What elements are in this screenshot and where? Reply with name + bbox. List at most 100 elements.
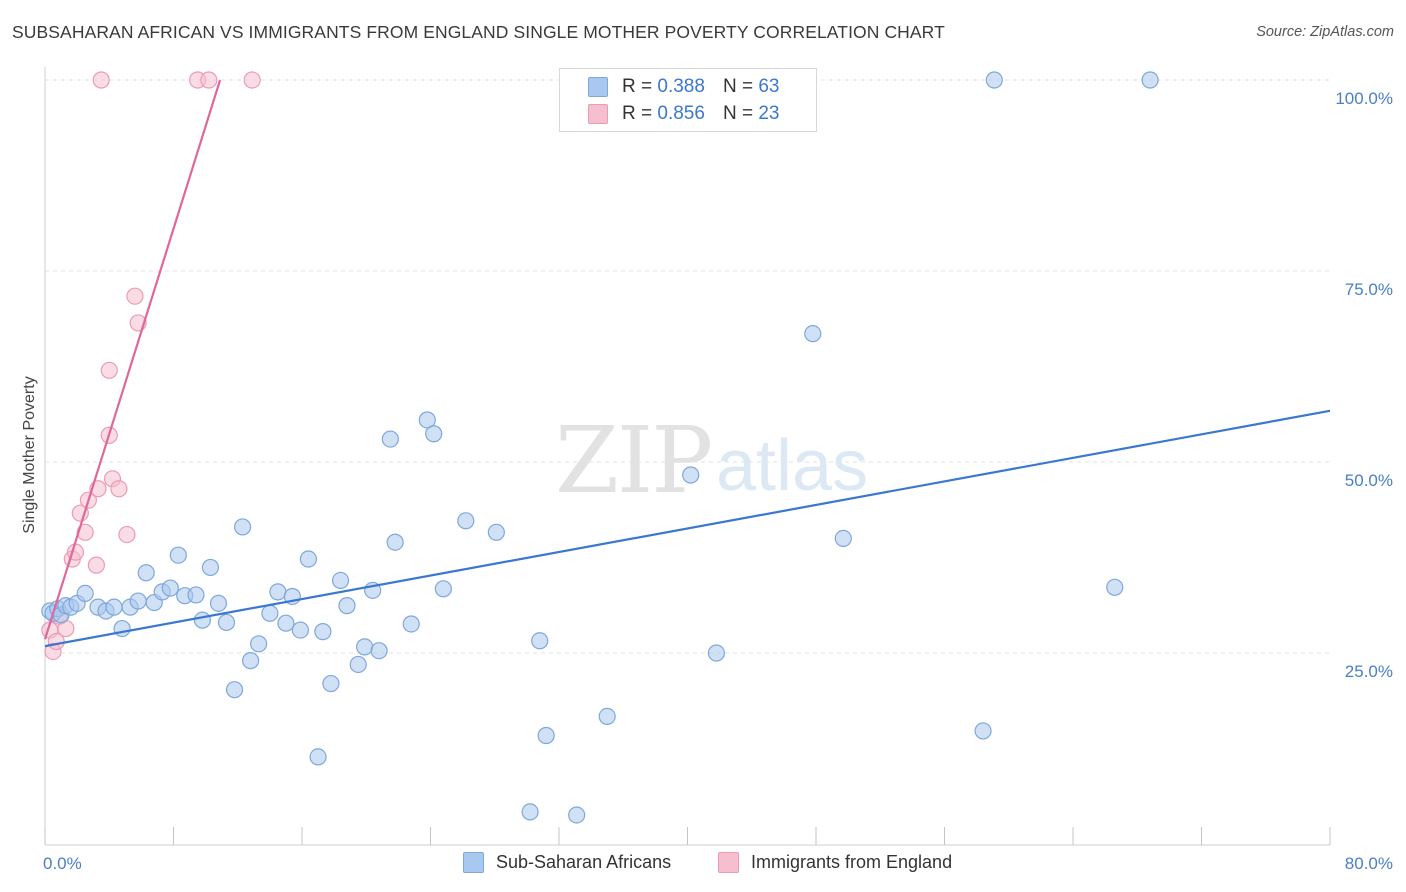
series-sub-saharan-africans (41, 71, 1159, 824)
data-point (201, 558, 220, 577)
data-point (225, 681, 244, 699)
data-point (137, 564, 155, 582)
y-axis-label: Single Mother Poverty (21, 376, 38, 533)
data-point (291, 621, 309, 639)
legend-r-label: R = (622, 76, 653, 97)
data-point (1141, 71, 1159, 89)
legend-n-value: 63 (758, 76, 780, 97)
data-point (129, 592, 147, 610)
data-point (277, 614, 295, 632)
data-point (402, 615, 420, 633)
data-point (250, 635, 268, 653)
data-point (269, 583, 287, 601)
data-point (187, 586, 205, 604)
watermark: ZIP atlas (555, 407, 868, 514)
legend-r-label: R = (622, 103, 653, 124)
data-point (457, 512, 475, 530)
data-point (118, 525, 136, 544)
series-legend-blue[interactable]: Sub-Saharan Africans (463, 852, 671, 873)
data-point (804, 325, 822, 343)
data-point (314, 623, 332, 641)
data-point (381, 430, 399, 448)
data-point (217, 613, 236, 632)
data-point (531, 632, 549, 650)
data-point (113, 619, 131, 638)
data-point (598, 707, 616, 726)
y-tick-labels: 25.0% 50.0% 75.0% 100.0% (1335, 89, 1393, 681)
data-point (338, 597, 356, 615)
data-point (87, 556, 106, 574)
legend-r-value: 0.388 (657, 76, 705, 97)
y-tick-label: 50.0% (1345, 471, 1393, 490)
legend-row-blue: R = 0.388 N = 63 (588, 74, 779, 100)
legend-r-value: 0.856 (657, 103, 705, 124)
series-legend-swatch-pink (718, 852, 739, 873)
watermark-zip: ZIP (555, 407, 711, 514)
data-point (209, 594, 228, 612)
chart-title: SUBSAHARAN AFRICAN VS IMMIGRANTS FROM EN… (12, 22, 945, 42)
data-point (349, 655, 367, 674)
y-tick-label: 25.0% (1345, 662, 1393, 681)
data-point (76, 523, 94, 541)
data-point (126, 287, 144, 305)
gridlines (45, 79, 1330, 654)
legend-swatch-blue (588, 77, 608, 97)
data-point (537, 726, 555, 745)
data-point (322, 674, 340, 693)
x-tick-labels: 0.0% 80.0% (43, 854, 1393, 873)
trend-lines (43, 79, 1331, 648)
series-legend-label-blue: Sub-Saharan Africans (496, 852, 672, 872)
legend-n-value: 23 (758, 103, 780, 124)
data-point (309, 748, 327, 766)
data-point (299, 550, 318, 568)
data-point (76, 584, 94, 603)
y-tick-label: 100.0% (1335, 89, 1393, 108)
correlation-legend: R = 0.388 N = 63 R = 0.856 N = 23 (559, 68, 817, 132)
legend-n-label: N = (722, 103, 754, 124)
data-point (100, 361, 118, 379)
legend-n-label: N = (722, 76, 754, 97)
data-point (243, 71, 261, 89)
data-point (200, 71, 218, 89)
data-point (425, 425, 443, 443)
data-point (1106, 578, 1124, 596)
data-point (568, 806, 586, 824)
source-label: Source: ZipAtlas.com (1256, 24, 1394, 40)
data-point (974, 722, 992, 740)
axes (44, 67, 1331, 846)
series-legend-pink[interactable]: Immigrants from England (718, 852, 952, 873)
data-point (707, 644, 726, 662)
trend-line-immigrants-from-england (43, 79, 222, 640)
data-point (110, 480, 128, 498)
x-tick-label: 80.0% (1345, 854, 1393, 873)
series-legend: Sub-Saharan Africans Immigrants from Eng… (0, 852, 1406, 878)
data-point (356, 638, 374, 656)
data-point (521, 803, 539, 821)
data-point (261, 604, 279, 622)
data-point (434, 580, 452, 598)
data-point (682, 466, 700, 484)
legend-swatch-pink (588, 104, 608, 124)
data-point (985, 71, 1003, 89)
series-legend-swatch-blue (463, 852, 484, 873)
series-legend-label-pink: Immigrants from England (751, 852, 953, 872)
data-point (242, 652, 260, 670)
data-point (386, 533, 404, 551)
data-point (331, 571, 350, 590)
data-point (105, 598, 123, 616)
x-tick-label: 0.0% (43, 854, 82, 873)
data-point (233, 518, 252, 536)
data-point (370, 642, 388, 660)
data-point (193, 611, 212, 629)
data-point (169, 546, 187, 564)
legend-row-pink: R = 0.856 N = 23 (588, 101, 779, 127)
data-point (92, 71, 110, 89)
data-point (161, 579, 179, 597)
watermark-atlas: atlas (716, 426, 868, 506)
trend-line-sub-saharan-africans (44, 409, 1331, 648)
data-point (418, 411, 436, 429)
y-tick-label: 75.0% (1345, 280, 1393, 299)
data-point (487, 523, 505, 541)
data-point (834, 529, 852, 548)
